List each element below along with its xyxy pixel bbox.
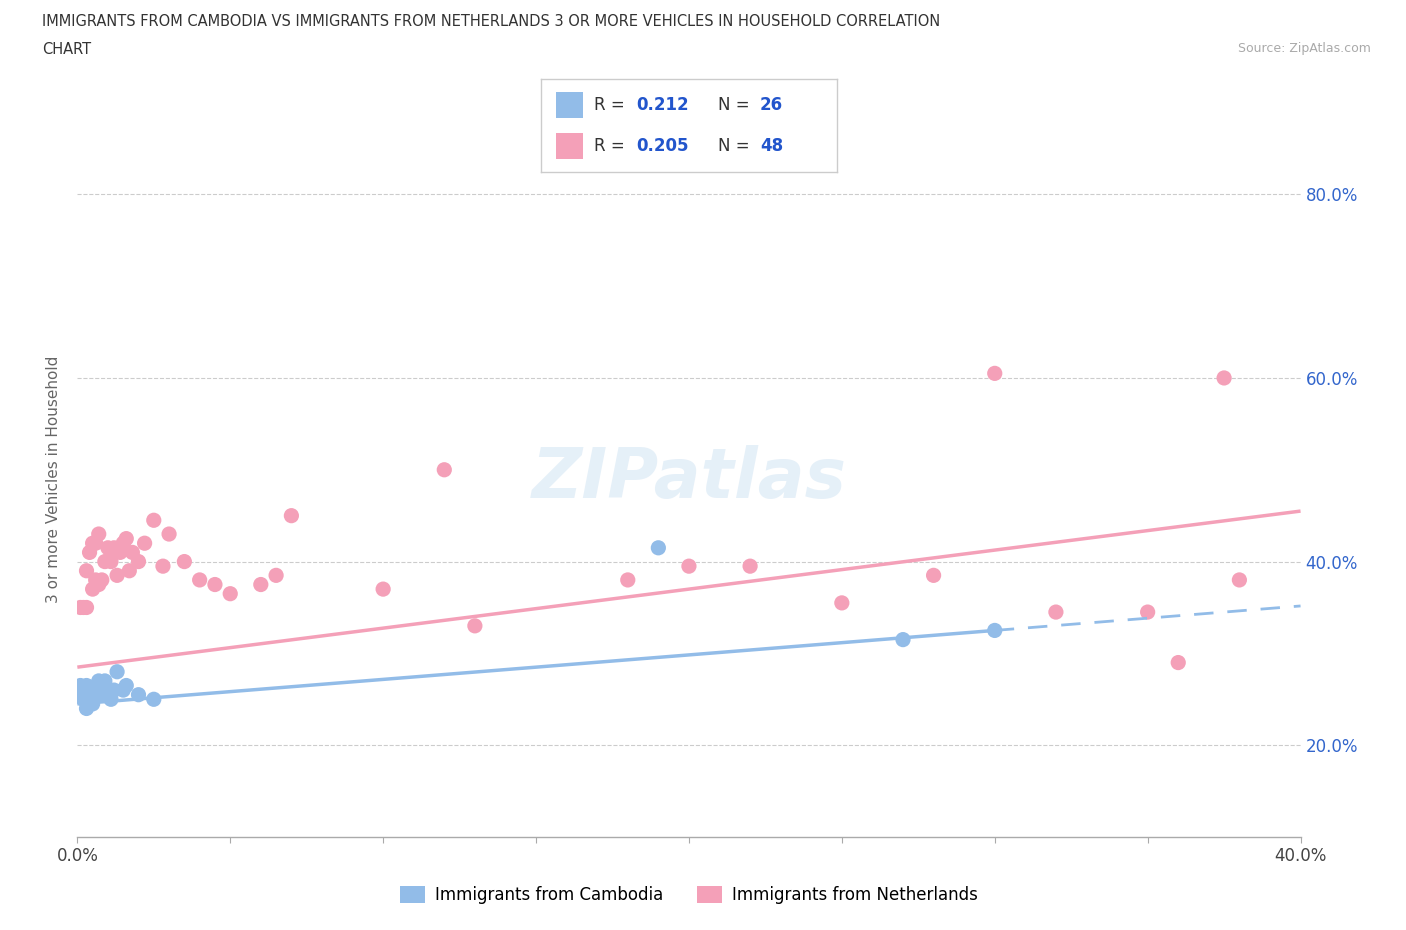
Point (1229, 573, 1251, 588)
Point (157, 526, 180, 541)
Text: Source: ZipAtlas.com: Source: ZipAtlas.com (1237, 42, 1371, 55)
Point (984, 623, 1007, 638)
Point (371, 581, 394, 596)
Point (891, 632, 914, 647)
Point (82, 581, 104, 596)
Point (84, 536, 107, 551)
Point (72, 683, 94, 698)
Point (84, 687, 107, 702)
Point (87, 673, 110, 688)
Point (617, 573, 640, 588)
Point (97, 540, 120, 555)
Point (69, 678, 91, 693)
Point (97, 683, 120, 698)
Point (105, 568, 128, 583)
Point (90, 678, 112, 693)
Text: 0.212: 0.212 (636, 96, 689, 114)
Point (219, 586, 242, 601)
Point (72, 692, 94, 707)
Point (82, 683, 104, 698)
Point (433, 462, 456, 477)
Point (118, 564, 141, 578)
Bar (557, 92, 582, 118)
Point (152, 559, 174, 574)
Text: 48: 48 (759, 137, 783, 155)
Text: N =: N = (718, 96, 755, 114)
Text: ZIPatlas: ZIPatlas (531, 445, 846, 512)
Point (984, 365, 1007, 380)
Point (112, 536, 135, 551)
Point (87, 578, 110, 592)
Point (76, 600, 98, 615)
Point (76, 564, 98, 578)
Point (108, 545, 131, 560)
Point (134, 536, 156, 551)
Point (82, 536, 104, 551)
Point (84, 573, 107, 588)
Point (112, 683, 135, 698)
Point (204, 578, 226, 592)
Point (79, 683, 101, 698)
Point (1045, 604, 1067, 619)
Point (90, 573, 112, 588)
Text: 26: 26 (759, 96, 783, 114)
Point (173, 554, 195, 569)
Point (100, 692, 122, 707)
Point (76, 701, 98, 716)
Point (87, 687, 110, 702)
Legend: Immigrants from Cambodia, Immigrants from Netherlands: Immigrants from Cambodia, Immigrants fro… (394, 880, 984, 911)
Point (250, 578, 273, 592)
Point (128, 687, 150, 702)
Point (103, 683, 125, 698)
Point (121, 545, 143, 560)
Text: R =: R = (595, 137, 630, 155)
Point (103, 540, 125, 555)
Point (128, 554, 150, 569)
Point (76, 678, 98, 693)
Point (69, 600, 91, 615)
Point (79, 692, 101, 707)
Text: 0.205: 0.205 (636, 137, 689, 155)
Point (142, 512, 165, 527)
Point (647, 540, 669, 555)
Point (94, 554, 117, 569)
Point (105, 664, 128, 679)
Text: IMMIGRANTS FROM CAMBODIA VS IMMIGRANTS FROM NETHERLANDS 3 OR MORE VEHICLES IN HO: IMMIGRANTS FROM CAMBODIA VS IMMIGRANTS F… (42, 14, 941, 29)
Point (264, 568, 287, 583)
Text: N =: N = (718, 137, 755, 155)
Text: R =: R = (595, 96, 630, 114)
Point (72, 600, 94, 615)
Point (1136, 604, 1159, 619)
Text: CHART: CHART (42, 42, 91, 57)
Point (831, 595, 853, 610)
Point (188, 573, 211, 588)
Point (1213, 370, 1236, 385)
Point (740, 559, 762, 574)
Point (1167, 655, 1189, 670)
Point (100, 554, 122, 569)
Point (280, 508, 302, 523)
Point (115, 678, 138, 693)
Point (678, 559, 700, 574)
Y-axis label: 3 or more Vehicles in Household: 3 or more Vehicles in Household (46, 355, 62, 603)
Point (142, 692, 165, 707)
Point (922, 568, 945, 583)
Point (94, 673, 117, 688)
Point (79, 545, 101, 560)
Point (82, 697, 104, 711)
Point (87, 526, 110, 541)
Point (115, 531, 138, 546)
Point (464, 618, 486, 633)
Bar (557, 133, 582, 159)
Point (69, 687, 91, 702)
